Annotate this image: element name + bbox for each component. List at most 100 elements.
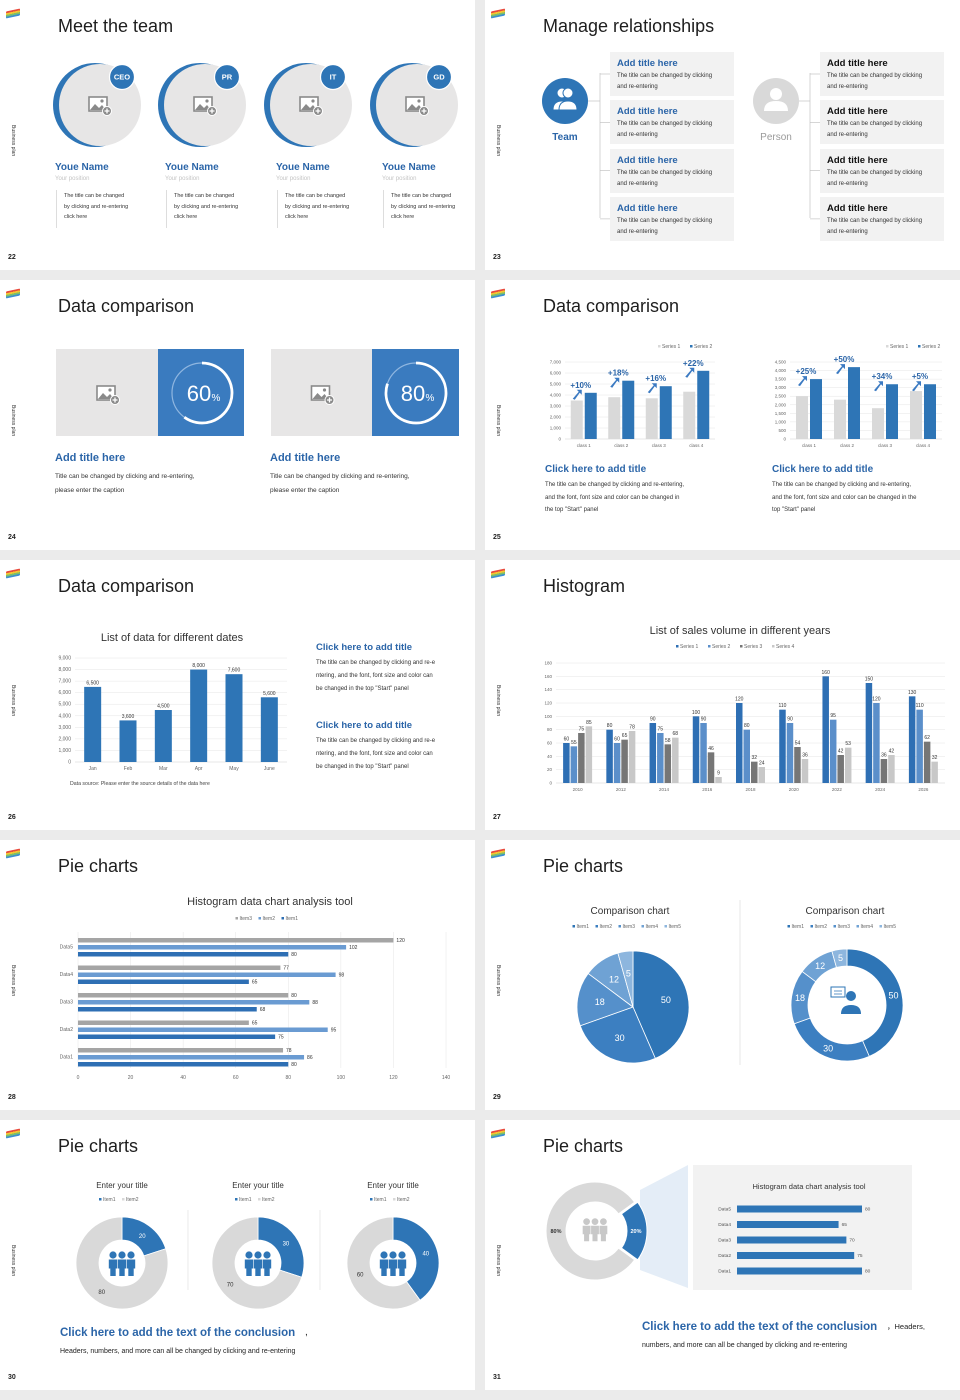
slide-22[interactable] <box>0 0 475 270</box>
side-label: Business plan <box>10 1245 16 1277</box>
member-position: Your position <box>165 176 200 182</box>
card-description: The title can be changed by clicking <box>617 121 713 128</box>
member-description: click here <box>64 214 88 220</box>
card-description: The title can be changed by clicking <box>827 217 923 224</box>
member-description: The title can be changed <box>285 193 346 199</box>
side-label: Business plan <box>495 125 501 157</box>
member-description: by clicking and re-entering <box>391 203 456 210</box>
conclusion-comma: , <box>305 1327 308 1338</box>
card-title: Add title here <box>617 58 678 69</box>
slide-number: 29 <box>493 1094 501 1101</box>
section-description: The title can be changed by clicking and… <box>316 738 436 744</box>
conclusion-title: Click here to add the text of the conclu… <box>642 1321 878 1333</box>
card-description: and re-entering <box>617 84 658 90</box>
team-label: Team <box>552 132 578 143</box>
slide-29[interactable] <box>485 840 960 1110</box>
desc-divider <box>166 190 167 228</box>
image-placeholder[interactable] <box>271 349 372 436</box>
member-position: Your position <box>276 176 311 182</box>
side-label: Business plan <box>495 1245 501 1277</box>
member-name: Youe Name <box>55 162 109 173</box>
member-description: The title can be changed <box>174 193 235 199</box>
card-description: The title can be changed by clicking <box>827 73 923 79</box>
desc-divider <box>277 190 278 228</box>
slide-number: 30 <box>8 1374 16 1381</box>
member-description: The title can be changed <box>64 193 125 199</box>
image-placeholder[interactable] <box>56 349 158 436</box>
slide-number: 27 <box>493 814 501 821</box>
card-description: and re-entering <box>617 132 658 139</box>
relationship-card[interactable] <box>610 100 734 145</box>
section-description: the top "Start" panel <box>545 507 599 513</box>
relationship-card[interactable] <box>610 52 734 96</box>
percent-tile <box>372 349 459 436</box>
desc-divider <box>383 190 384 228</box>
card-description: The title can be changed by clicking <box>617 169 713 176</box>
member-description: The title can be changed <box>391 193 452 199</box>
slide-26[interactable] <box>0 560 475 830</box>
side-label: Business plan <box>10 965 16 997</box>
card-description: and re-entering <box>827 228 868 235</box>
member-name: Youe Name <box>276 162 330 173</box>
section-title: Click here to add title <box>316 642 413 653</box>
member-name: Youe Name <box>165 162 219 173</box>
card-description: and re-entering <box>827 132 868 139</box>
card-title: Add title here <box>827 154 888 166</box>
slide-title: Pie charts <box>58 856 139 876</box>
card-title: Add title here <box>827 58 888 69</box>
section-description: be changed in the top "Start" panel <box>316 686 409 692</box>
member-name: Youe Name <box>382 162 436 173</box>
member-description: click here <box>391 214 415 220</box>
slide-number: 25 <box>493 534 501 541</box>
percent-tile <box>158 349 244 436</box>
card-description: The title can be changed by clicking <box>617 217 713 224</box>
card-description: The title can be changed by clicking <box>827 169 923 176</box>
section-title: Click here to add title <box>316 720 413 731</box>
slide-title: Data comparison <box>543 296 680 316</box>
section-title: Click here to add title <box>772 464 874 475</box>
slide-title: Data comparison <box>58 296 195 316</box>
member-description: by clicking and re-entering <box>174 203 239 210</box>
slide-27[interactable] <box>485 560 960 830</box>
card-description: Title can be changed by clicking and re-… <box>55 473 195 480</box>
member-description: by clicking and re-entering <box>64 203 129 210</box>
card-title: Add title here <box>55 452 126 464</box>
card-description: and re-entering <box>827 84 868 90</box>
relationship-card[interactable] <box>820 52 944 96</box>
conclusion-title: Click here to add the text of the conclu… <box>60 1327 296 1339</box>
side-label: Business plan <box>10 685 16 717</box>
card-description: and re-entering <box>617 228 658 235</box>
section-description: The title can be changed by clicking and… <box>316 660 436 666</box>
slide-title: Histogram <box>543 576 626 596</box>
member-position: Your position <box>382 176 417 182</box>
slide-title: Pie charts <box>543 1136 624 1156</box>
member-description: click here <box>174 214 198 220</box>
slide-title: Pie charts <box>543 856 624 876</box>
member-description: click here <box>285 214 309 220</box>
card-title: Add title here <box>270 452 341 464</box>
slide-number: 31 <box>493 1374 501 1381</box>
relationship-card[interactable] <box>820 148 944 193</box>
side-label: Business plan <box>495 965 501 997</box>
relationship-card[interactable] <box>820 100 944 145</box>
section-description: be changed in the top "Start" panel <box>316 764 409 770</box>
slide-number: 22 <box>8 254 16 261</box>
member-description: by clicking and re-entering <box>285 203 350 210</box>
conclusion-comma: ，Headers, <box>887 1322 925 1331</box>
card-description: and re-entering <box>827 180 868 187</box>
slide-28[interactable] <box>0 840 475 1110</box>
slide-number: 26 <box>8 814 16 821</box>
person-label: Person <box>760 132 792 143</box>
relationship-card[interactable] <box>610 196 734 241</box>
card-description: and re-entering <box>617 180 658 187</box>
card-title: Add title here <box>617 154 678 166</box>
card-title: Add title here <box>827 202 888 214</box>
chart-panel <box>693 1165 912 1290</box>
relationship-card[interactable] <box>610 148 734 193</box>
card-description: The title can be changed by clicking <box>617 73 713 79</box>
relationship-card[interactable] <box>820 196 944 241</box>
side-label: Business plan <box>10 405 16 437</box>
conclusion-text: numbers, and more can all be changed by … <box>642 1342 848 1349</box>
desc-divider <box>56 190 57 228</box>
